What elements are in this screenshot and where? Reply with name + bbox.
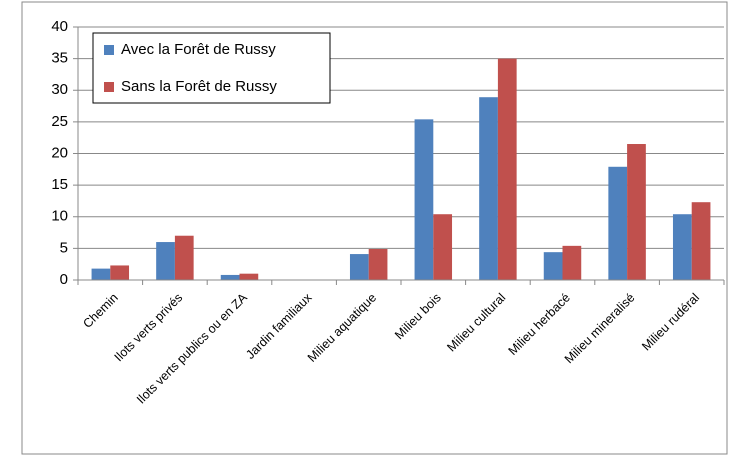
bar (414, 119, 434, 280)
bar (627, 144, 646, 280)
bar (368, 249, 388, 280)
y-tick-label: 20 (51, 144, 68, 161)
y-tick-label: 25 (51, 113, 68, 130)
bar (691, 202, 711, 280)
y-tick-label: 35 (51, 50, 68, 67)
bar (672, 214, 692, 280)
legend-label: Sans la Forêt de Russy (121, 78, 277, 95)
y-tick-label: 30 (51, 81, 68, 98)
bar (497, 58, 517, 280)
bar (110, 265, 130, 280)
y-tick-label: 15 (51, 176, 68, 193)
bar (479, 97, 498, 281)
bar (562, 245, 582, 280)
y-tick-label: 10 (51, 208, 68, 225)
legend-label: Avec la Forêt de Russy (121, 41, 276, 58)
y-tick-label: 0 (60, 271, 68, 288)
legend-swatch (104, 82, 114, 92)
legend-box (92, 32, 331, 104)
bar (433, 214, 453, 280)
bar (220, 274, 240, 280)
bar (156, 242, 175, 280)
bar (349, 254, 369, 280)
bar (174, 235, 194, 280)
y-tick-label: 5 (60, 239, 68, 256)
bar (91, 268, 111, 280)
y-tick-label: 40 (51, 18, 68, 35)
bar (239, 273, 259, 280)
bar (608, 166, 628, 280)
bar (543, 252, 563, 280)
legend-swatch (104, 45, 114, 55)
